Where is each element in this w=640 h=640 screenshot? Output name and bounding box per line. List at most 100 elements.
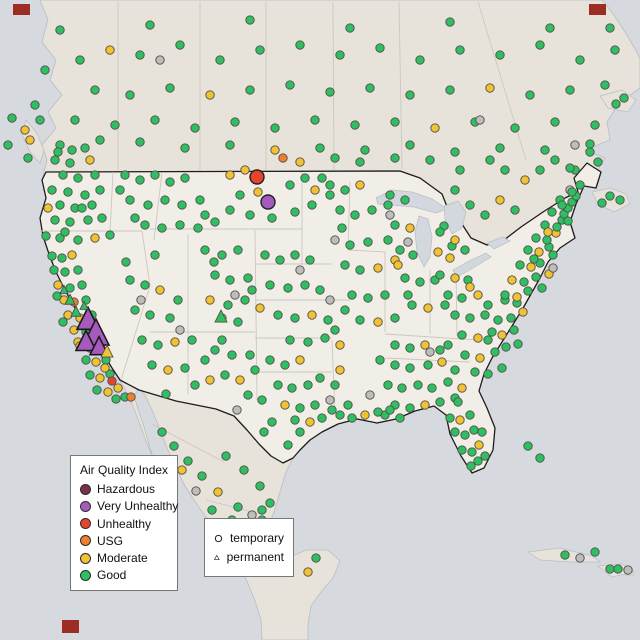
station-marker-circle-moderate[interactable] bbox=[335, 340, 345, 350]
station-marker-circle-good[interactable] bbox=[145, 310, 155, 320]
station-marker-circle-good[interactable] bbox=[525, 90, 535, 100]
station-marker-circle-good[interactable] bbox=[460, 245, 470, 255]
station-marker-circle-good[interactable] bbox=[3, 140, 13, 150]
station-marker-circle-good[interactable] bbox=[295, 40, 305, 50]
station-marker-circle-good[interactable] bbox=[325, 190, 335, 200]
station-marker-circle-good[interactable] bbox=[233, 317, 243, 327]
station-marker-circle-good[interactable] bbox=[75, 55, 85, 65]
station-marker-circle-good[interactable] bbox=[315, 143, 325, 153]
station-marker-circle-good[interactable] bbox=[153, 340, 163, 350]
station-marker-circle-good[interactable] bbox=[445, 85, 455, 95]
station-marker-circle-good[interactable] bbox=[360, 145, 370, 155]
station-marker-circle-moderate[interactable] bbox=[475, 353, 485, 363]
station-marker-circle-good[interactable] bbox=[70, 115, 80, 125]
station-marker-circle-good[interactable] bbox=[273, 380, 283, 390]
station-marker-circle-good[interactable] bbox=[390, 153, 400, 163]
station-marker-circle-good[interactable] bbox=[295, 403, 305, 413]
station-marker-circle-good[interactable] bbox=[467, 447, 477, 457]
station-marker-circle-good[interactable] bbox=[180, 363, 190, 373]
station-marker-circle-good[interactable] bbox=[111, 394, 121, 404]
station-marker-circle-good[interactable] bbox=[460, 430, 470, 440]
station-marker-circle-good[interactable] bbox=[435, 227, 445, 237]
station-marker-circle-good[interactable] bbox=[390, 340, 400, 350]
station-marker-circle-good[interactable] bbox=[7, 113, 17, 123]
station-marker-circle-good[interactable] bbox=[243, 273, 253, 283]
station-marker-circle-moderate[interactable] bbox=[100, 363, 110, 373]
station-marker-circle-good[interactable] bbox=[245, 210, 255, 220]
station-marker-circle-good[interactable] bbox=[487, 327, 497, 337]
station-marker-circle-good[interactable] bbox=[180, 173, 190, 183]
station-marker-circle-good[interactable] bbox=[493, 315, 503, 325]
station-marker-circle-good[interactable] bbox=[73, 173, 83, 183]
station-marker-circle-good[interactable] bbox=[330, 380, 340, 390]
station-marker-circle-good[interactable] bbox=[130, 305, 140, 315]
station-marker-circle-good[interactable] bbox=[255, 45, 265, 55]
station-marker-circle-good[interactable] bbox=[350, 210, 360, 220]
station-marker-circle-good[interactable] bbox=[50, 155, 60, 165]
station-marker-circle-good[interactable] bbox=[290, 250, 300, 260]
station-marker-circle-good[interactable] bbox=[30, 100, 40, 110]
station-marker-circle-good[interactable] bbox=[193, 223, 203, 233]
station-marker-circle-good[interactable] bbox=[542, 235, 552, 245]
station-marker-circle-good[interactable] bbox=[415, 277, 425, 287]
station-marker-circle-moderate[interactable] bbox=[310, 185, 320, 195]
station-marker-circle-good[interactable] bbox=[435, 345, 445, 355]
station-marker-circle-moderate[interactable] bbox=[305, 417, 315, 427]
station-marker-circle-good[interactable] bbox=[161, 389, 171, 399]
station-marker-circle-good[interactable] bbox=[550, 155, 560, 165]
station-marker-circle-good[interactable] bbox=[243, 390, 253, 400]
station-marker-circle-good[interactable] bbox=[610, 45, 620, 55]
station-marker-circle-moderate[interactable] bbox=[155, 285, 165, 295]
station-marker-circle-moderate[interactable] bbox=[393, 260, 403, 270]
station-marker-circle-moderate[interactable] bbox=[455, 415, 465, 425]
station-marker-circle-good[interactable] bbox=[443, 377, 453, 387]
station-marker-circle-moderate[interactable] bbox=[85, 155, 95, 165]
station-marker-circle-moderate[interactable] bbox=[405, 223, 415, 233]
station-marker-circle-good[interactable] bbox=[221, 451, 231, 461]
station-marker-circle-good[interactable] bbox=[145, 20, 155, 30]
station-marker-circle-moderate[interactable] bbox=[450, 235, 460, 245]
station-marker-triangle-good[interactable] bbox=[59, 284, 69, 294]
station-marker-circle-good[interactable] bbox=[585, 147, 595, 157]
station-marker-circle-good[interactable] bbox=[425, 155, 435, 165]
station-marker-circle-no-data[interactable] bbox=[230, 290, 240, 300]
station-marker-circle-good[interactable] bbox=[259, 427, 269, 437]
station-marker-circle-good[interactable] bbox=[225, 275, 235, 285]
station-marker-circle-good[interactable] bbox=[175, 40, 185, 50]
station-marker-circle-moderate[interactable] bbox=[163, 365, 173, 375]
station-marker-circle-good[interactable] bbox=[470, 367, 480, 377]
station-marker-circle-good[interactable] bbox=[450, 427, 460, 437]
station-marker-circle-good[interactable] bbox=[217, 335, 227, 345]
station-marker-circle-moderate[interactable] bbox=[170, 337, 180, 347]
station-marker-circle-moderate[interactable] bbox=[360, 410, 370, 420]
station-marker-circle-good[interactable] bbox=[443, 290, 453, 300]
station-marker-circle-good[interactable] bbox=[239, 465, 249, 475]
station-marker-circle-good[interactable] bbox=[531, 272, 541, 282]
station-marker-circle-good[interactable] bbox=[121, 257, 131, 267]
station-marker-circle-good[interactable] bbox=[365, 83, 375, 93]
station-marker-circle-good[interactable] bbox=[223, 300, 233, 310]
station-marker-circle-good[interactable] bbox=[455, 45, 465, 55]
station-marker-circle-good[interactable] bbox=[95, 185, 105, 195]
station-marker-circle-good[interactable] bbox=[210, 270, 220, 280]
station-marker-circle-good[interactable] bbox=[385, 405, 395, 415]
station-marker-circle-good[interactable] bbox=[227, 350, 237, 360]
station-marker-circle-good[interactable] bbox=[73, 265, 83, 275]
station-marker-circle-good[interactable] bbox=[560, 550, 570, 560]
station-marker-circle-no-data[interactable] bbox=[403, 237, 413, 247]
station-marker-circle-good[interactable] bbox=[92, 385, 102, 395]
station-marker-circle-moderate[interactable] bbox=[465, 282, 475, 292]
station-marker-circle-good[interactable] bbox=[335, 205, 345, 215]
station-marker-circle-good[interactable] bbox=[285, 80, 295, 90]
station-marker-triangle-good[interactable] bbox=[64, 293, 76, 305]
station-marker-circle-good[interactable] bbox=[483, 335, 493, 345]
station-marker-circle-good[interactable] bbox=[165, 177, 175, 187]
station-marker-circle-good[interactable] bbox=[160, 195, 170, 205]
station-marker-circle-good[interactable] bbox=[200, 210, 210, 220]
station-marker-circle-moderate[interactable] bbox=[445, 253, 455, 263]
station-marker-circle-moderate[interactable] bbox=[295, 355, 305, 365]
station-marker-circle-good[interactable] bbox=[400, 273, 410, 283]
station-marker-circle-good[interactable] bbox=[190, 123, 200, 133]
station-marker-circle-good[interactable] bbox=[535, 165, 545, 175]
